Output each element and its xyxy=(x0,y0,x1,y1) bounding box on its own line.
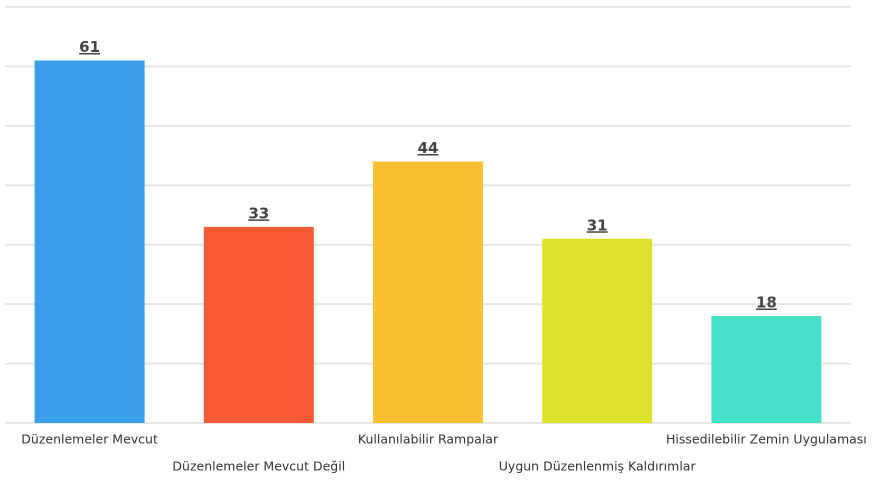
data-label: 61 xyxy=(79,38,100,56)
bar xyxy=(34,60,145,423)
x-tick-label: Kullanılabilir Rampalar xyxy=(358,432,499,447)
x-tick-label: Düzenlemeler Mevcut xyxy=(21,432,158,447)
data-label: 44 xyxy=(418,139,439,157)
bar xyxy=(203,226,314,423)
x-tick-label: Düzenlemeler Mevcut Değil xyxy=(172,459,345,474)
x-tick-label: Uygun Düzenlenmiş Kaldırımlar xyxy=(499,459,697,474)
data-label: 33 xyxy=(248,204,269,222)
bar xyxy=(542,238,653,423)
data-label: 31 xyxy=(587,216,608,234)
x-tick-label: Hissedilebilir Zemin Uygulaması xyxy=(666,432,867,447)
data-label: 18 xyxy=(756,294,777,312)
bar xyxy=(711,316,822,423)
bar xyxy=(373,161,483,423)
